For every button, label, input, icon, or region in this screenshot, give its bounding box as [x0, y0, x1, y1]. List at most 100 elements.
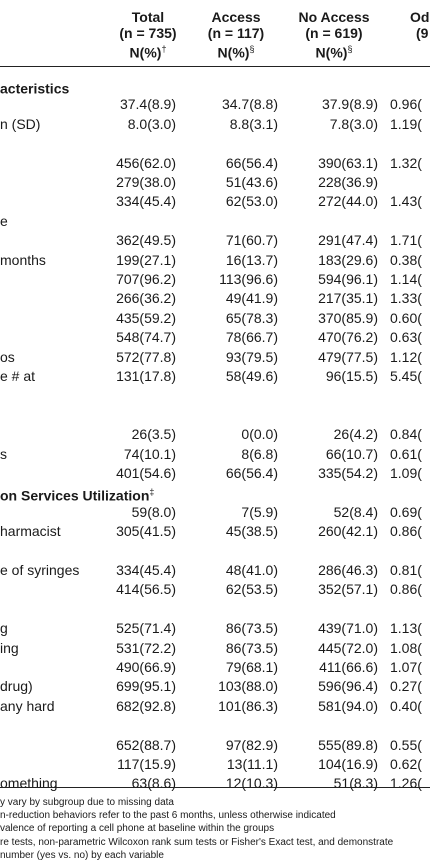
row-label: drug): [0, 678, 33, 695]
odds-cell: 1.13(: [390, 620, 422, 637]
column-header-odds: Od (9: [410, 9, 429, 41]
access-cell: 16(13.7): [225, 251, 278, 268]
odds-cell: 1.14(: [390, 271, 422, 287]
access-cell: 45(38.5): [225, 523, 278, 540]
odds-cell: 0.60(: [390, 309, 422, 326]
footer-rule: [0, 787, 430, 788]
total-cell: 525(71.4): [116, 620, 176, 637]
total-cell: 63(8.6): [131, 775, 176, 792]
total-cell: 707(96.2): [116, 271, 176, 287]
no-access-cell: 411(66.6): [319, 659, 378, 675]
no-access-cell: 390(63.1): [318, 154, 378, 171]
odds-cell: 1.26(: [390, 775, 422, 792]
column-title: Total: [131, 9, 165, 25]
table-row: ing 531(72.2) 86(73.5) 445(72.0) 1.08(: [0, 637, 430, 659]
table-row: 59(8.0) 7(5.9) 52(8.4) 0.69(: [0, 501, 430, 523]
access-cell: 65(78.3): [225, 309, 278, 326]
no-access-cell: 272(44.0): [318, 193, 378, 210]
total-cell: 59(8.0): [131, 503, 176, 520]
no-access-cell: 51(8.3): [333, 775, 378, 792]
access-cell: 0(0.0): [241, 426, 278, 443]
footnote: number (yes vs. no) by each variable: [0, 849, 164, 861]
total-cell: 435(59.2): [116, 309, 176, 326]
section-label: on Services Utilization: [0, 488, 150, 505]
table-row: 279(38.0) 51(43.6) 228(36.9): [0, 171, 430, 193]
total-cell: 334(45.4): [116, 562, 176, 578]
odds-cell: 0.69(: [390, 503, 422, 520]
column-n: (n = 735): [119, 25, 177, 41]
no-access-cell: 104(16.9): [318, 756, 378, 772]
no-access-cell: 352(57.1): [318, 581, 378, 598]
column-title: Od: [410, 9, 430, 25]
odds-cell: 1.32(: [390, 154, 422, 171]
access-cell: 13(11.1): [226, 756, 278, 772]
access-cell: 12(10.3): [225, 775, 278, 792]
table-row: 117(15.9) 13(11.1) 104(16.9) 0.62(: [0, 753, 430, 775]
header-rule: [0, 66, 430, 67]
total-cell: 199(27.1): [116, 251, 176, 268]
odds-cell: 0.81(: [390, 562, 422, 578]
row-label: harmacist: [0, 523, 61, 540]
no-access-cell: 52(8.4): [333, 503, 378, 520]
no-access-cell: 217(35.1): [318, 290, 378, 307]
no-access-cell: 66(10.7): [325, 445, 378, 462]
access-cell: 66(56.4): [225, 465, 278, 481]
total-cell: 305(41.5): [116, 523, 176, 540]
odds-cell: 5.45(: [390, 368, 422, 384]
access-cell: 113(96.6): [219, 271, 278, 287]
footnote: re tests, non-parametric Wilcoxon rank s…: [0, 836, 394, 848]
odds-cell: 1.33(: [390, 290, 422, 307]
odds-cell: 1.71(: [390, 232, 422, 249]
odds-cell: 1.19(: [390, 115, 422, 132]
total-cell: 548(74.7): [116, 329, 176, 346]
access-cell: 8(6.8): [241, 445, 278, 462]
access-cell: 103(88.0): [218, 678, 278, 695]
no-access-cell: 470(76.2): [318, 329, 378, 346]
table-row: months 199(27.1) 16(13.7) 183(29.6) 0.38(: [0, 249, 430, 271]
table-header: Total (n = 735) N(%)† Access (n = 117) N…: [0, 0, 430, 72]
access-cell: 97(82.9): [225, 736, 278, 753]
table-row: 266(36.2) 49(41.9) 217(35.1) 1.33(: [0, 287, 430, 309]
table-row: 362(49.5) 71(60.7) 291(47.4) 1.71(: [0, 229, 430, 251]
row-label: e: [0, 212, 8, 229]
odds-cell: 0.62(: [390, 756, 422, 772]
column-header-access: Access (n = 117) N(%)§: [186, 9, 286, 61]
total-cell: 37.4(8.9): [119, 96, 176, 113]
total-cell: 334(45.4): [116, 193, 176, 210]
table-row: 456(62.0) 66(56.4) 390(63.1) 1.32(: [0, 152, 430, 174]
no-access-cell: 555(89.8): [318, 736, 378, 753]
no-access-cell: 596(96.4): [318, 678, 378, 695]
column-title: No Access: [298, 9, 370, 25]
odds-cell: 1.43(: [390, 193, 422, 210]
odds-cell: 0.63(: [390, 329, 422, 346]
no-access-cell: 445(72.0): [318, 639, 378, 656]
total-cell: 74(10.1): [123, 445, 176, 462]
table-row: e # at 131(17.8) 58(49.6) 96(15.5) 5.45(: [0, 365, 430, 387]
total-cell: 131(17.8): [116, 368, 176, 384]
access-cell: 86(73.5): [225, 620, 278, 637]
total-cell: 652(88.7): [116, 736, 176, 753]
odds-cell: 1.09(: [390, 465, 422, 481]
odds-cell: 0.84(: [390, 426, 422, 443]
total-cell: 414(56.5): [116, 581, 176, 598]
odds-cell: 0.27(: [390, 678, 422, 695]
no-access-cell: 26(4.2): [333, 426, 378, 443]
row-label: e # at: [0, 368, 36, 384]
access-cell: 62(53.5): [225, 581, 278, 598]
total-cell: 279(38.0): [116, 174, 176, 190]
access-cell: 101(86.3): [218, 697, 278, 714]
odds-cell: 0.86(: [390, 523, 422, 540]
no-access-cell: 439(71.0): [318, 620, 378, 637]
access-cell: 86(73.5): [225, 639, 278, 656]
table-row: n (SD) 8.0(3.0) 8.8(3.1) 7.8(3.0) 1.19(: [0, 113, 430, 135]
footnote: valence of reporting a cell phone at bas…: [0, 823, 275, 835]
table-row: s 74(10.1) 8(6.8) 66(10.7) 0.61(: [0, 443, 430, 465]
no-access-cell: 37.9(8.9): [321, 96, 378, 113]
no-access-cell: 370(85.9): [318, 309, 378, 326]
table-row: harmacist 305(41.5) 45(38.5) 260(42.1) 0.86(: [0, 520, 430, 542]
column-title: Access: [211, 9, 261, 25]
no-access-cell: 291(47.4): [318, 232, 378, 249]
section-label-wrap: acteristics: [0, 74, 69, 100]
odds-cell: 0.55(: [390, 736, 422, 753]
total-cell: 362(49.5): [116, 232, 176, 249]
